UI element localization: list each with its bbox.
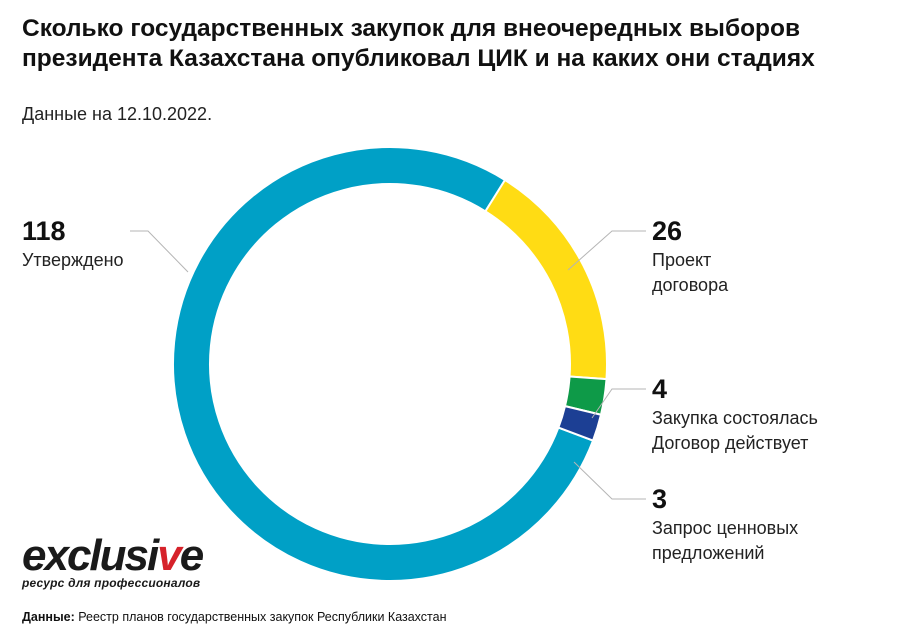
logo-wordmark: exclusive (22, 531, 204, 580)
slice-value-3: 3 (652, 484, 667, 514)
slice-label-3-line-0: Запрос ценновых (652, 518, 798, 538)
slice-value-0: 118 (22, 216, 66, 246)
donut-slice-3 (557, 404, 603, 442)
slice-label-2-line-0: Закупка состоялась (652, 408, 818, 428)
source-text: Реестр планов государственных закупок Ре… (74, 610, 447, 624)
slice-label-0-line-0: Утверждено (22, 250, 124, 270)
leader-line-0 (130, 230, 189, 273)
slice-value-1: 26 (652, 216, 682, 246)
donut-slices (172, 146, 608, 582)
leader-line-2 (591, 388, 646, 419)
leader-line-3 (573, 461, 646, 500)
slice-label-1-line-0: Проект (652, 250, 711, 270)
chart-title: Сколько государственных закупок для внео… (22, 15, 815, 72)
slice-label-1-line-1: договора (652, 275, 729, 295)
source-note: Данные: Реестр планов государственных за… (22, 610, 447, 624)
slice-value-2: 4 (652, 374, 667, 404)
exclusive-logo: exclusive ресурс для профессионалов (22, 531, 204, 591)
slice-label-3-line-1: предложений (652, 543, 765, 563)
source-label: Данные: (22, 610, 75, 624)
slice-labels: 118 Утверждено 26 Проект договора 4 Закупка со… (22, 216, 818, 563)
logo-tagline: ресурс для профессионалов (22, 576, 201, 590)
leader-lines (130, 230, 646, 500)
chart-subtitle: Данные на 12.10.2022. (22, 104, 213, 124)
slice-label-2-line-1: Договор действует (652, 433, 808, 453)
leader-line-1 (567, 230, 646, 271)
donut-slice-0 (172, 146, 595, 582)
donut-slice-1 (484, 178, 608, 381)
